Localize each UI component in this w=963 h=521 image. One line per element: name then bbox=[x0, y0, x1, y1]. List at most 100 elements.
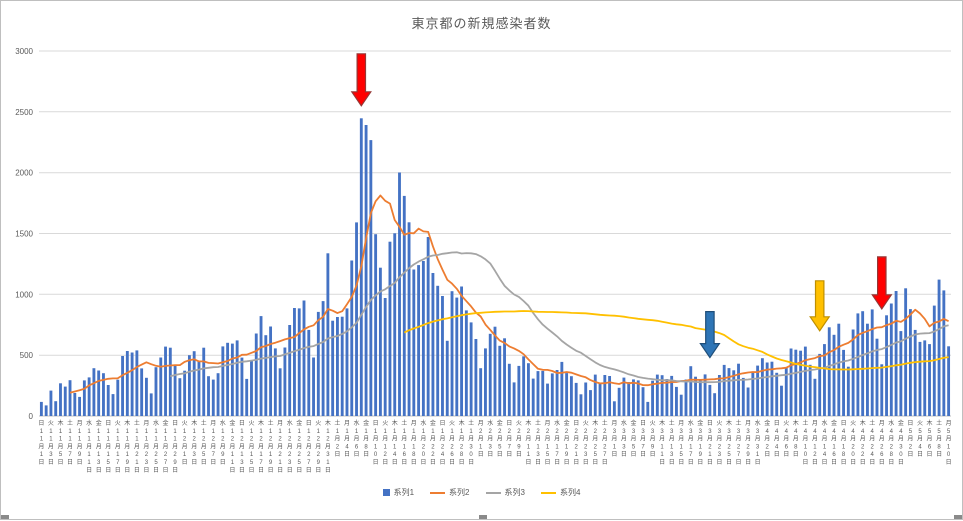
series2-swatch bbox=[430, 491, 446, 494]
bars-series1[interactable] bbox=[39, 118, 951, 417]
red-arrow-late[interactable] bbox=[871, 256, 893, 310]
selection-handle-bottom-left[interactable] bbox=[1, 515, 9, 519]
legend-label-series3: 系列3 bbox=[504, 488, 525, 497]
svg-text:0: 0 bbox=[29, 412, 34, 421]
legend-item-series1[interactable]: 系列1 bbox=[382, 487, 415, 498]
selection-handle-bottom-center[interactable] bbox=[479, 515, 487, 519]
line-系列4[interactable] bbox=[403, 310, 949, 371]
legend-label-series2: 系列2 bbox=[449, 488, 470, 497]
chart-legend: 系列1 系列2 系列3 系列4 bbox=[1, 487, 962, 498]
svg-text:1000: 1000 bbox=[15, 290, 33, 299]
yellow-arrow[interactable] bbox=[809, 280, 831, 332]
legend-item-series3[interactable]: 系列3 bbox=[485, 487, 525, 498]
x-axis-labels: 日 1 1 月 1 日火 1 1 月 3 日木 1 1 月 5 日土 1 1 月 7 日月 1 1 月 9 日水 1 1 月 1 1 日 金 1 1… bbox=[38, 419, 951, 474]
selection-handle-bottom-right[interactable] bbox=[954, 515, 962, 519]
series4-swatch bbox=[540, 491, 556, 494]
svg-text:3000: 3000 bbox=[15, 47, 33, 56]
legend-item-series4[interactable]: 系列4 bbox=[540, 487, 580, 498]
legend-item-series2[interactable]: 系列2 bbox=[430, 487, 470, 498]
svg-text:1500: 1500 bbox=[15, 230, 33, 239]
y-axis-labels: 0 500 1000 1500 2000 2500 3000 bbox=[15, 47, 33, 421]
series3-swatch bbox=[485, 491, 501, 494]
legend-label-series1: 系列1 bbox=[393, 488, 415, 497]
line-系列2[interactable] bbox=[69, 194, 949, 394]
chart-title[interactable]: 東京都の新規感染者数 bbox=[411, 16, 552, 31]
line-系列3[interactable] bbox=[170, 251, 949, 384]
red-arrow-peak[interactable] bbox=[350, 53, 372, 107]
blue-arrow[interactable] bbox=[699, 311, 721, 359]
